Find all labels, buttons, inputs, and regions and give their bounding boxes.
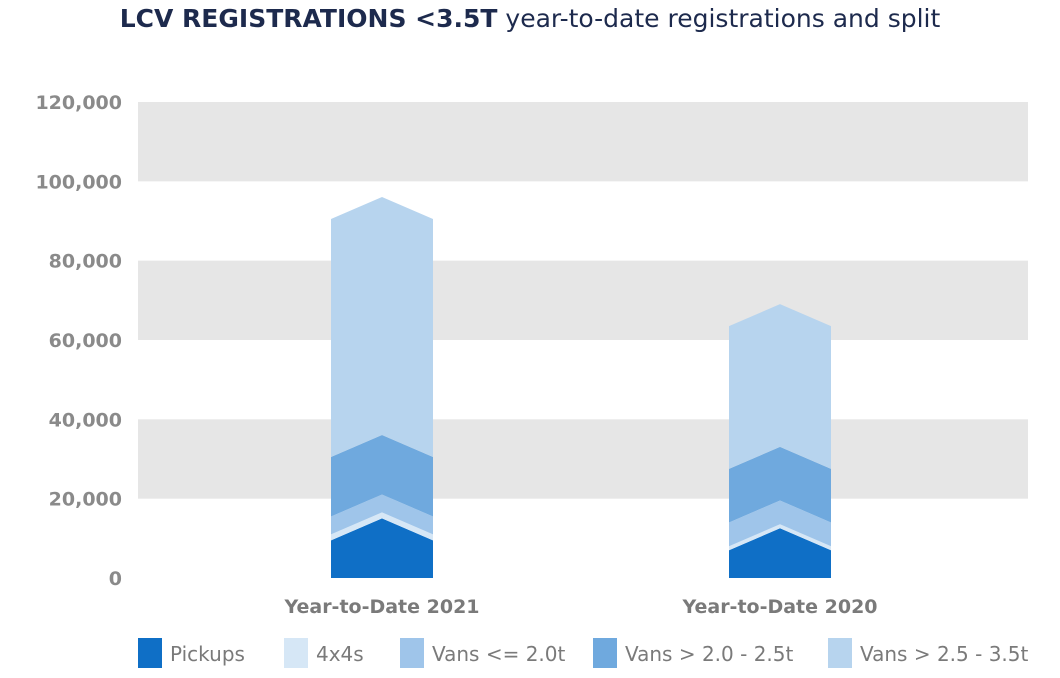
chart-title-rest: year-to-date registrations and split [497, 4, 941, 33]
chart-title: LCV REGISTRATIONS <3.5T year-to-date reg… [0, 4, 1060, 33]
y-tick-label: 0 [109, 568, 122, 590]
y-tick-label: 100,000 [35, 171, 122, 193]
grid-band [138, 419, 1028, 499]
bar-segment [331, 494, 433, 535]
bar-segment [729, 304, 831, 469]
legend-swatch [828, 638, 852, 668]
bar-segment [331, 512, 433, 541]
y-tick-label: 60,000 [49, 330, 122, 352]
bar-segment [729, 500, 831, 547]
legend-label: Vans > 2.0 - 2.5t [625, 642, 793, 666]
legend-label: Vans > 2.5 - 3.5t [860, 642, 1028, 666]
legend-swatch [138, 638, 162, 668]
x-category-label: Year-to-Date 2021 [283, 596, 479, 618]
x-category-label: Year-to-Date 2020 [681, 596, 877, 618]
bar-segment [729, 446, 831, 523]
grid-band [138, 260, 1028, 340]
bar-segment [331, 435, 433, 517]
grid-band [138, 102, 1028, 182]
y-tick-label: 80,000 [49, 251, 122, 273]
legend-swatch [400, 638, 424, 668]
chart-title-bold: LCV REGISTRATIONS <3.5T [119, 4, 498, 33]
y-tick-label: 40,000 [49, 409, 122, 431]
y-tick-label: 120,000 [35, 92, 122, 114]
bar-segment [729, 528, 831, 578]
legend-label: Pickups [170, 642, 245, 666]
y-tick-label: 20,000 [49, 489, 122, 511]
legend-label: Vans <= 2.0t [432, 642, 566, 666]
legend-swatch [284, 638, 308, 668]
legend-swatch [593, 638, 617, 668]
bar-segment [331, 518, 433, 578]
bar-segment [331, 197, 433, 458]
legend-label: 4x4s [316, 642, 364, 666]
